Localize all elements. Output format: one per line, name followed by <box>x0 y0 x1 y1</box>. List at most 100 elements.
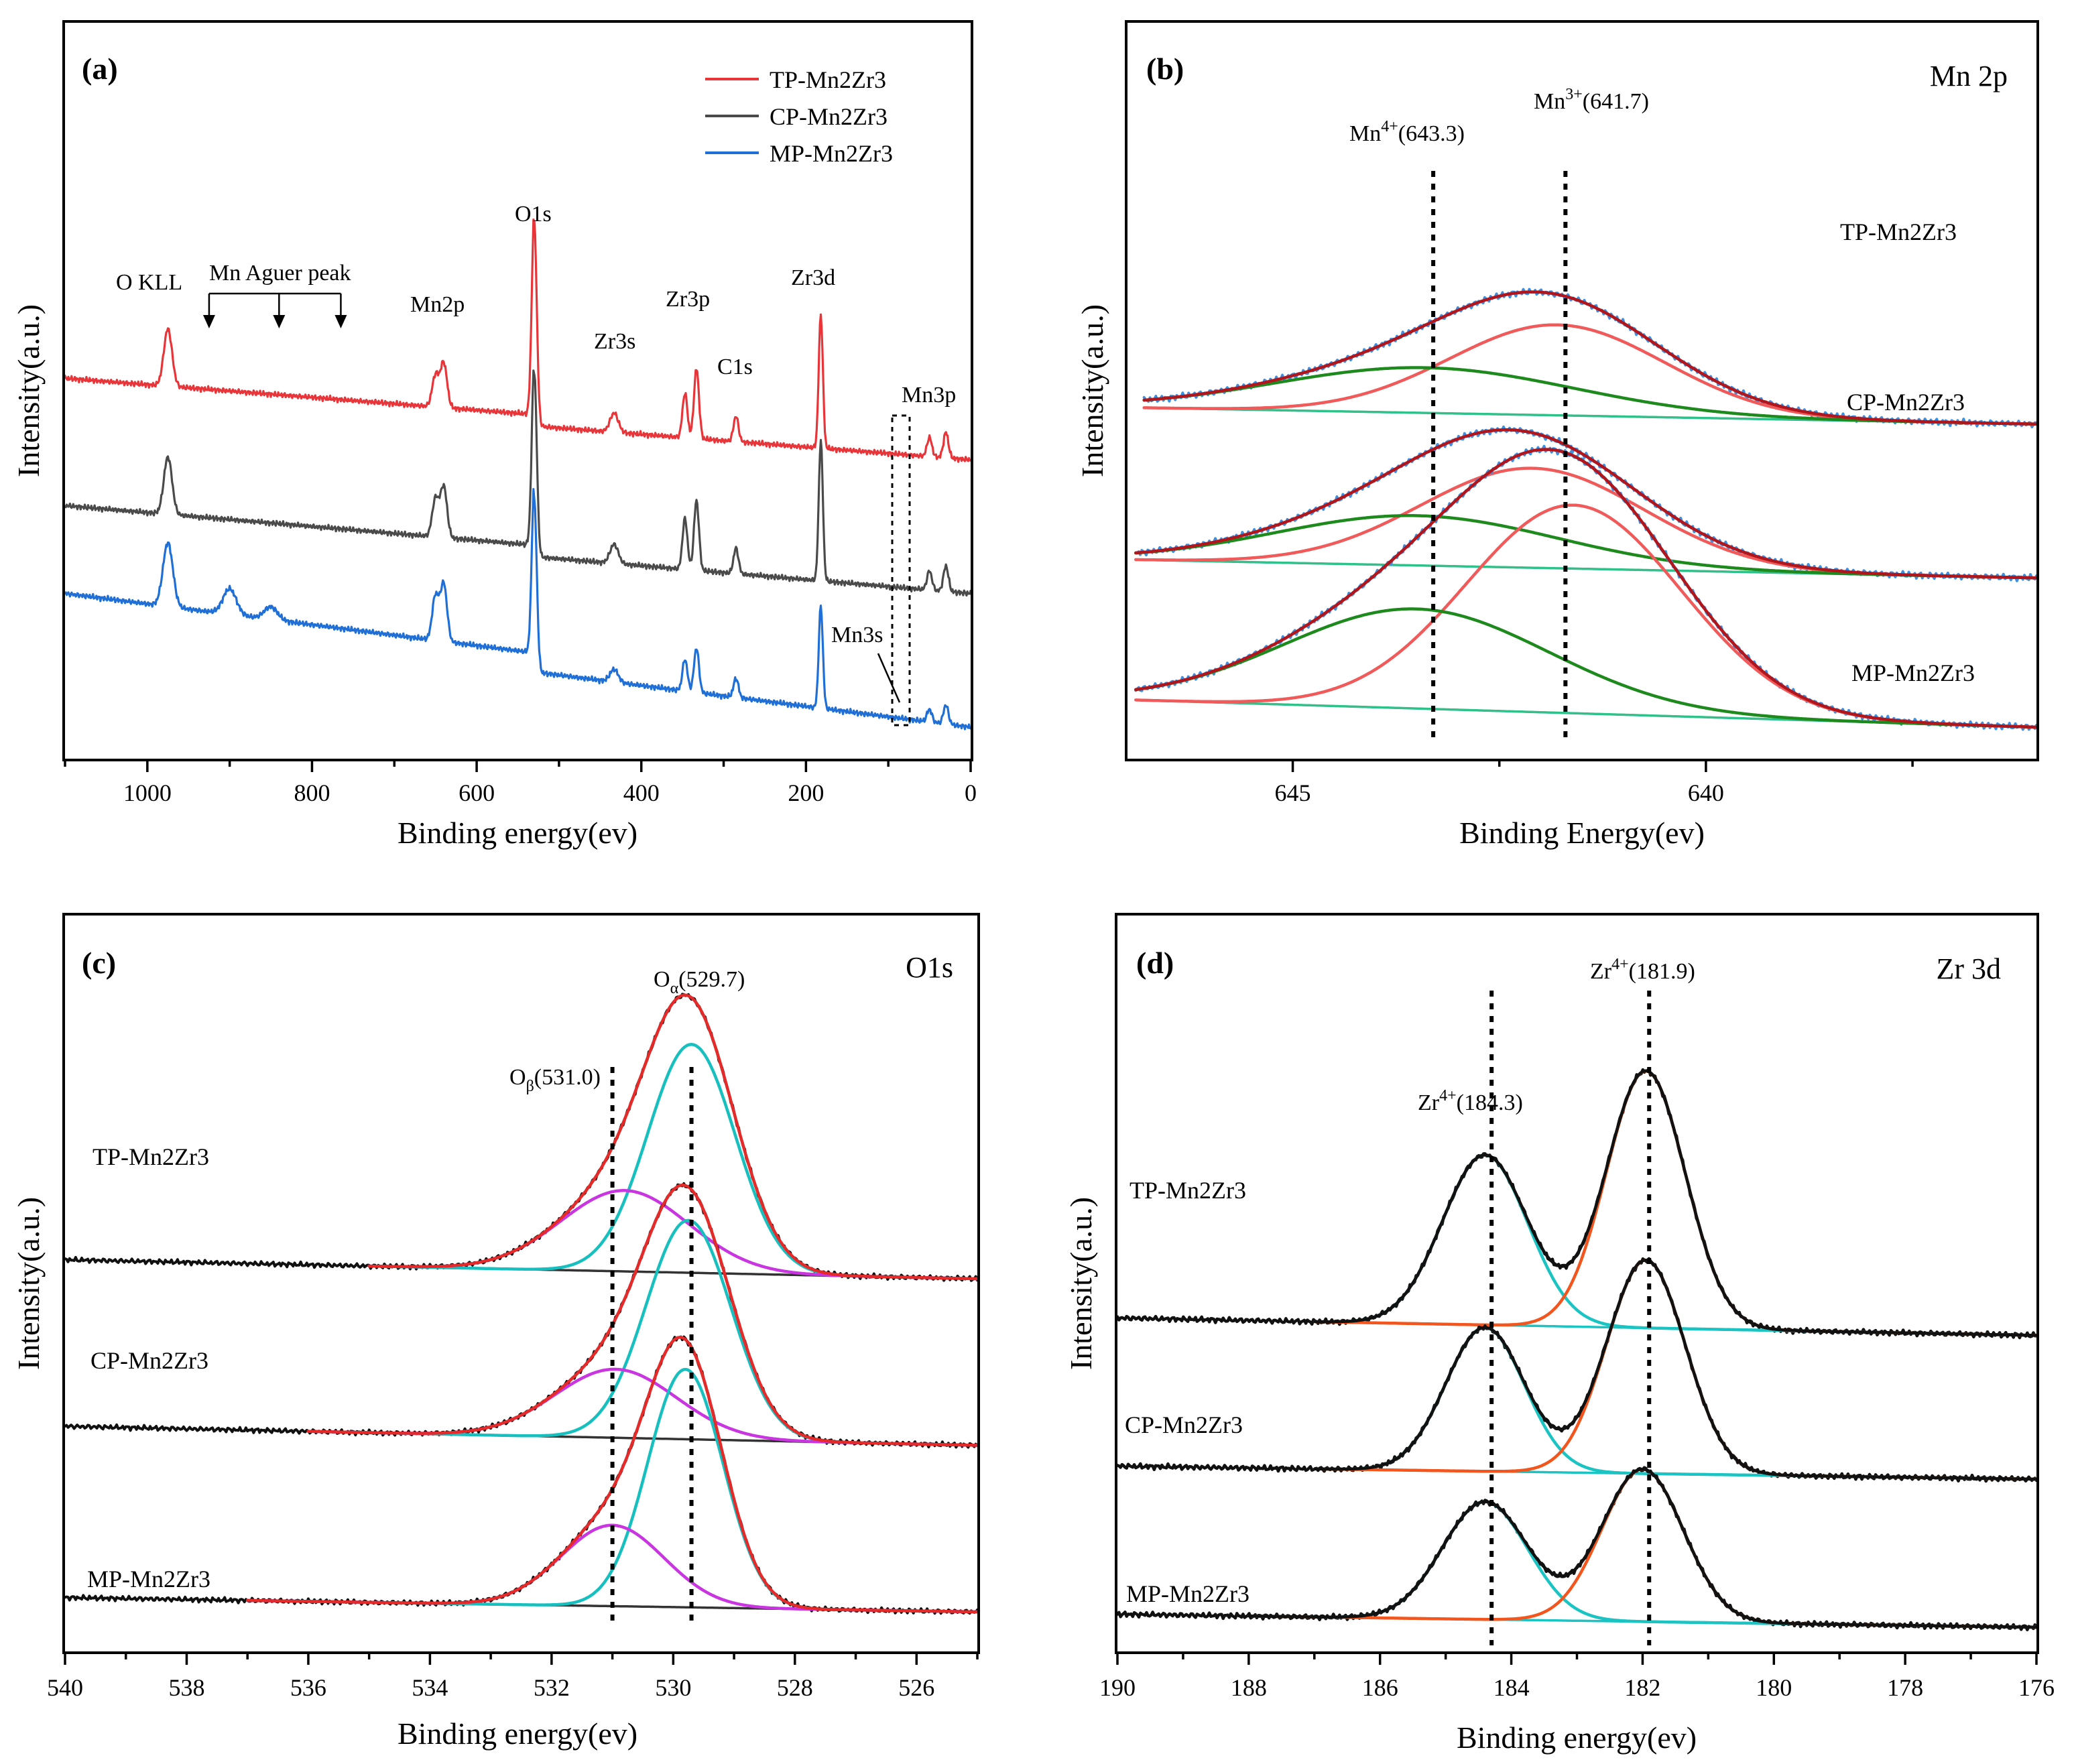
panel-d-ylabel: Intensity(a.u.) <box>1064 1197 1098 1370</box>
panel-d-series-tp: TP-Mn2Zr3 <box>1130 1177 1246 1204</box>
panel-a-frame <box>62 20 973 761</box>
panel-c-series-tp: TP-Mn2Zr3 <box>93 1143 209 1170</box>
auger-arrow-head <box>202 315 215 328</box>
x-tick-label: 186 <box>1362 1674 1398 1701</box>
x-tick-label: 534 <box>412 1674 448 1701</box>
panel-d-xlabel: Binding energy(ev) <box>1457 1720 1697 1755</box>
fit-envelope-cp <box>306 1183 979 1447</box>
panel-c-ylabel: Intensity(a.u.) <box>11 1197 46 1370</box>
panel-c-xlabel: Binding energy(ev) <box>398 1716 637 1751</box>
panel-d-corner-label: Zr 3d <box>1936 952 2001 985</box>
x-tick-label: 180 <box>1756 1674 1792 1701</box>
auger-arrow-head <box>334 315 347 328</box>
x-tick-label: 540 <box>47 1674 83 1701</box>
panel-b-ref-label-mn3: Mn3+(641.7) <box>1534 86 1649 114</box>
legend-label-cp: CP-Mn2Zr3 <box>770 103 888 130</box>
panel-b-plot <box>1134 288 2038 731</box>
panel-b-corner-label: Mn 2p <box>1930 60 2008 92</box>
panel-a-xlabel: Binding energy(ev) <box>398 816 637 850</box>
annot-zr3d: Zr3d <box>791 265 835 290</box>
panel-b-ref-label-mn4: Mn4+(643.3) <box>1349 118 1465 146</box>
panel-d-series-cp: CP-Mn2Zr3 <box>1125 1411 1243 1438</box>
fit-envelope-cp <box>1313 1258 2038 1481</box>
x-tick-label: 182 <box>1624 1674 1660 1701</box>
fit-component-mp-1 <box>1134 607 2038 729</box>
panel-b-mn2p: 645 640 (b) Mn 2p Binding Energy(ev) Inte… <box>1075 20 2039 850</box>
panel-a-plot <box>64 218 972 731</box>
fit-envelope-tp <box>1142 290 2038 426</box>
annot-zr3p: Zr3p <box>666 287 710 312</box>
survey-spectrum-tp <box>64 218 972 463</box>
panel-c-o1s: 540 538 536 534 532 530 528 526 (c) O1s Binding… <box>11 913 980 1751</box>
annot-mn-auger: Mn Aguer peak <box>209 261 351 286</box>
panel-c-series-mp: MP-Mn2Zr3 <box>87 1566 210 1592</box>
panel-a-annotations: O KLL Mn Aguer peak Mn2p O1s Zr3s Zr3p C… <box>116 202 956 727</box>
panel-b-series-tp: TP-Mn2Zr3 <box>1840 218 1957 245</box>
auger-arrow-head <box>273 315 286 328</box>
x-tick-label: 530 <box>655 1674 691 1701</box>
panel-d-plot <box>1115 1068 2038 1631</box>
panel-b-xlabel: Binding Energy(ev) <box>1459 816 1705 850</box>
panel-b-ticks: 645 640 <box>1275 760 1914 806</box>
annot-mn3s-pointer <box>877 653 901 703</box>
annot-auger-arrows <box>202 292 347 328</box>
panel-b-series-mp: MP-Mn2Zr3 <box>1851 659 1975 686</box>
x-tick-label: 640 <box>1688 779 1724 806</box>
panel-b-ylabel: Intensity(a.u.) <box>1075 304 1109 477</box>
survey-spectrum-cp <box>64 369 972 597</box>
panel-c-ref-label-obeta: Oβ(531.0) <box>509 1065 601 1095</box>
panel-b-tag: (b) <box>1146 52 1184 86</box>
fit-envelope-tp <box>1313 1069 2038 1337</box>
panel-c-frame <box>62 913 980 1654</box>
panel-d-ref-label-zr-182: Zr4+(181.9) <box>1590 956 1695 984</box>
x-tick-label: 526 <box>898 1674 934 1701</box>
x-tick-label: 176 <box>2018 1674 2055 1701</box>
panel-d-zr3d: 190 188 186 184 182 180 178 176 (d) Zr 3d Bindi… <box>1064 913 2055 1755</box>
annot-mn3s: Mn3s <box>831 623 883 647</box>
x-tick-label: 800 <box>294 779 330 806</box>
panel-c-ticks: 540 538 536 534 532 530 528 526 <box>47 1653 979 1701</box>
annot-o1s: O1s <box>515 202 552 227</box>
annot-zr3s: Zr3s <box>594 329 635 354</box>
panel-c-reference-lines <box>610 1067 694 1622</box>
panel-d-ref-label-zr-184: Zr4+(184.3) <box>1418 1087 1523 1115</box>
panel-c-ref-label-oalpha: Oα(529.7) <box>654 967 745 997</box>
x-tick-label: 400 <box>623 779 660 806</box>
panel-d-tag: (d) <box>1136 946 1174 980</box>
panel-d-ticks: 190 188 186 184 182 180 178 176 <box>1099 1653 2055 1701</box>
x-tick-label: 200 <box>788 779 824 806</box>
x-tick-label: 532 <box>534 1674 570 1701</box>
x-tick-label: 0 <box>965 779 977 806</box>
annot-mn3p: Mn3p <box>902 383 956 407</box>
survey-spectrum-mp <box>64 488 972 731</box>
panel-c-series-cp: CP-Mn2Zr3 <box>90 1347 208 1374</box>
x-tick-label: 645 <box>1275 779 1311 806</box>
fit-envelope-tp <box>367 993 979 1281</box>
legend-label-mp: MP-Mn2Zr3 <box>770 140 893 167</box>
panel-a-legend: TP-Mn2Zr3 CP-Mn2Zr3 MP-Mn2Zr3 <box>705 66 893 167</box>
panel-c-corner-label: O1s <box>906 951 953 984</box>
annot-o-kll: O KLL <box>116 270 182 295</box>
panel-a-ticks: 1000 800 600 400 200 0 <box>64 760 977 806</box>
panel-b-frame <box>1125 20 2039 761</box>
fit-envelope-mp <box>1247 1467 2038 1629</box>
x-tick-label: 178 <box>1887 1674 1923 1701</box>
annot-mn-box <box>891 414 911 727</box>
x-tick-label: 536 <box>290 1674 326 1701</box>
annot-c1s: C1s <box>717 355 753 379</box>
panel-a-survey: 1000 800 600 400 200 0 (a) Binding energy(ev)… <box>11 20 977 850</box>
x-tick-label: 538 <box>168 1674 204 1701</box>
x-tick-label: 188 <box>1231 1674 1267 1701</box>
panel-b-series-cp: CP-Mn2Zr3 <box>1847 389 1965 416</box>
panel-b-reference-lines <box>1431 171 1568 737</box>
x-tick-label: 190 <box>1099 1674 1136 1701</box>
fit-envelope-cp <box>1134 428 2038 580</box>
panel-a-tag: (a) <box>82 52 118 86</box>
panel-d-series-mp: MP-Mn2Zr3 <box>1126 1580 1249 1607</box>
panel-a-ylabel: Intensity(a.u.) <box>11 304 46 477</box>
legend-label-tp: TP-Mn2Zr3 <box>770 66 886 93</box>
annot-mn2p: Mn2p <box>410 292 465 317</box>
x-tick-label: 1000 <box>123 779 172 806</box>
